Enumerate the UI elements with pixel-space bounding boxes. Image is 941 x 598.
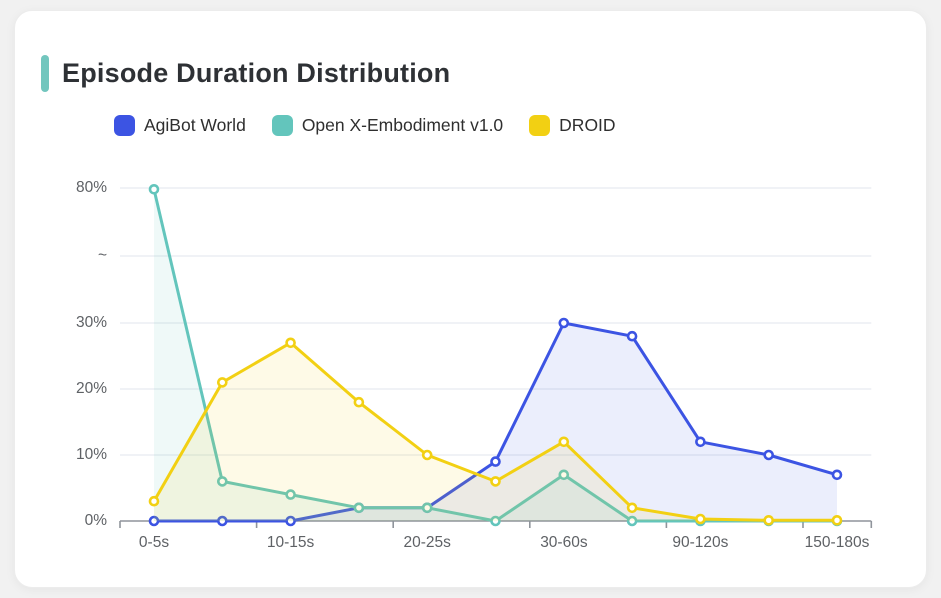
marker-Open X-Embodiment v1.0[interactable] <box>490 515 501 527</box>
marker-DROID[interactable] <box>626 502 638 514</box>
x-axis-label-30-60s: 30-60s <box>540 534 588 551</box>
marker-Open X-Embodiment v1.0[interactable] <box>421 502 433 514</box>
marker-AgiBot World[interactable] <box>763 449 775 461</box>
x-axis-label-150-180s: 150-180s <box>804 534 870 551</box>
marker-Open X-Embodiment v1.0[interactable] <box>148 184 160 195</box>
legend-item-agibot-world[interactable]: AgiBot World <box>114 115 246 136</box>
legend-item-open-x-embodiment[interactable]: Open X-Embodiment v1.0 <box>271 115 504 136</box>
y-axis-label-0pct: 0% <box>84 512 107 529</box>
marker-DROID[interactable] <box>285 337 296 349</box>
legend-label-open-x-embodiment: Open X-Embodiment v1.0 <box>301 115 504 135</box>
x-axis-label-10-15s: 10-15s <box>266 534 315 551</box>
marker-AgiBot World[interactable] <box>695 436 706 448</box>
marker-DROID[interactable] <box>763 514 775 526</box>
marker-AgiBot World[interactable] <box>285 515 296 527</box>
marker-AgiBot World[interactable] <box>831 469 843 481</box>
chart-title: Episode Duration Distribution <box>62 57 451 88</box>
marker-DROID[interactable] <box>695 513 706 525</box>
y-axis-label-80pct: 80% <box>75 179 107 196</box>
legend-swatch-droid <box>529 115 551 136</box>
marker-AgiBot World[interactable] <box>558 317 570 329</box>
title-row: Episode Duration Distribution <box>41 54 450 92</box>
marker-AgiBot World[interactable] <box>490 456 501 467</box>
marker-DROID[interactable] <box>148 495 160 507</box>
chart-card: Episode Duration Distribution AgiBot Wor… <box>14 10 927 588</box>
marker-AgiBot World[interactable] <box>148 515 160 527</box>
marker-AgiBot World[interactable] <box>217 515 228 527</box>
marker-Open X-Embodiment v1.0[interactable] <box>353 502 365 514</box>
legend-swatch-agibot-world <box>114 115 135 136</box>
marker-Open X-Embodiment v1.0[interactable] <box>626 515 638 527</box>
area-DROID <box>154 342 837 521</box>
marker-DROID[interactable] <box>831 514 843 526</box>
legend-swatch-open-x-embodiment <box>271 115 293 136</box>
area-Open X-Embodiment v1.0 <box>154 189 837 522</box>
marker-DROID[interactable] <box>558 436 570 448</box>
y-axis-break-tilde: ~ <box>97 247 107 264</box>
y-axis-label-30pct: 30% <box>75 314 107 331</box>
legend-item-droid[interactable]: DROID <box>529 115 616 136</box>
marker-Open X-Embodiment v1.0[interactable] <box>217 476 228 487</box>
legend: AgiBot World Open X-Embodiment v1.0 DROI… <box>114 115 616 136</box>
y-axis-label-10pct: 10% <box>75 446 107 463</box>
chart-canvas <box>119 184 873 528</box>
marker-DROID[interactable] <box>353 396 365 408</box>
x-axis-label-0-5s: 0-5s <box>138 534 170 551</box>
marker-DROID[interactable] <box>421 449 433 461</box>
marker-DROID[interactable] <box>217 377 228 388</box>
x-axis-label-20-25s: 20-25s <box>403 534 451 551</box>
marker-Open X-Embodiment v1.0[interactable] <box>558 469 570 481</box>
legend-label-droid: DROID <box>559 115 616 135</box>
area-AgiBot World <box>154 323 837 521</box>
title-accent-bar <box>41 54 49 92</box>
legend-label-agibot-world: AgiBot World <box>144 115 246 135</box>
marker-AgiBot World[interactable] <box>626 330 638 342</box>
y-axis-label-20pct: 20% <box>75 380 107 397</box>
marker-Open X-Embodiment v1.0[interactable] <box>285 489 296 500</box>
marker-DROID[interactable] <box>490 476 501 487</box>
x-axis-label-90-120s: 90-120s <box>672 534 729 551</box>
